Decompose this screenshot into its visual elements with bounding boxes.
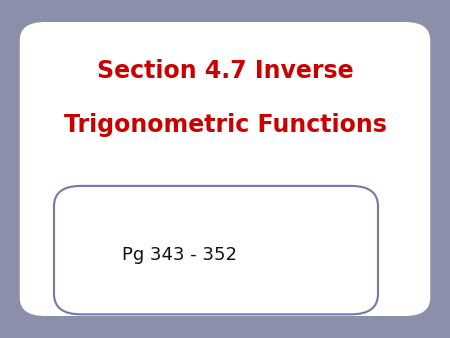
FancyBboxPatch shape (54, 186, 378, 314)
Text: Section 4.7 Inverse: Section 4.7 Inverse (97, 59, 353, 83)
Text: Pg 343 - 352: Pg 343 - 352 (122, 246, 238, 264)
FancyBboxPatch shape (18, 20, 432, 318)
Text: Trigonometric Functions: Trigonometric Functions (63, 113, 387, 137)
